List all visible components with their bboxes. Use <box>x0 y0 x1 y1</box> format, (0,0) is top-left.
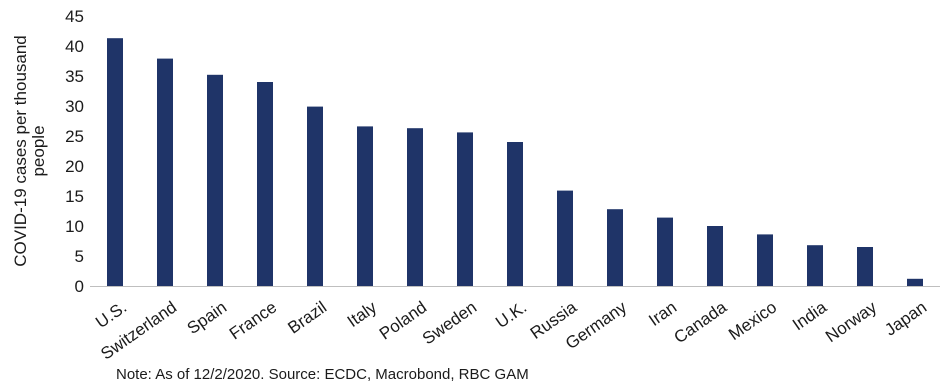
bar <box>807 245 823 286</box>
x-category-label: U.S. <box>92 298 130 333</box>
x-category-label: Spain <box>184 298 231 339</box>
bar <box>607 209 623 286</box>
x-category-label: U.K. <box>492 298 530 333</box>
bar-chart: COVID-19 cases per thousand people 0 5 10 15… <box>11 7 940 362</box>
bar <box>407 128 423 286</box>
x-category-label: Iran <box>645 298 680 330</box>
y-tick-label: 20 <box>65 157 84 176</box>
bar <box>857 247 873 286</box>
bar <box>657 217 673 286</box>
bar <box>457 132 473 286</box>
bar <box>357 126 373 287</box>
bar <box>557 190 573 286</box>
x-category-label: France <box>226 298 280 344</box>
y-tick-label: 30 <box>65 97 84 116</box>
y-tick-label: 40 <box>65 37 84 56</box>
x-category-label: Sweden <box>419 298 480 349</box>
bar <box>707 226 723 286</box>
bar <box>907 278 923 286</box>
x-category-label: Japan <box>881 298 930 340</box>
y-tick-label: 5 <box>75 247 84 266</box>
y-tick-label: 35 <box>65 67 84 86</box>
bar <box>307 106 323 286</box>
y-tick-label: 25 <box>65 127 84 146</box>
y-tick-label: 45 <box>65 7 84 26</box>
bar <box>107 38 123 287</box>
y-tick-label: 10 <box>65 217 84 236</box>
source-note: Note: As of 12/2/2020. Source: ECDC, Mac… <box>116 366 529 383</box>
x-category-label: Norway <box>822 297 881 346</box>
bar <box>157 58 173 286</box>
x-category-label: Italy <box>344 297 381 331</box>
bar <box>757 234 773 286</box>
x-category-label: Brazil <box>284 298 330 338</box>
y-axis-title: COVID-19 cases per thousand people <box>11 35 48 267</box>
bar <box>207 74 223 286</box>
bars <box>107 38 923 287</box>
x-category-label: Canada <box>670 297 730 347</box>
bar <box>507 142 523 286</box>
bar <box>257 82 273 286</box>
y-tick-label: 0 <box>75 277 84 296</box>
y-tick-label: 15 <box>65 187 84 206</box>
y-axis-title-line: COVID-19 cases per thousand <box>11 35 30 267</box>
y-axis-ticks: 0 5 10 15 20 25 30 35 40 45 <box>65 7 84 296</box>
x-category-label: Mexico <box>725 298 780 344</box>
y-axis-title-line: people <box>29 125 48 176</box>
